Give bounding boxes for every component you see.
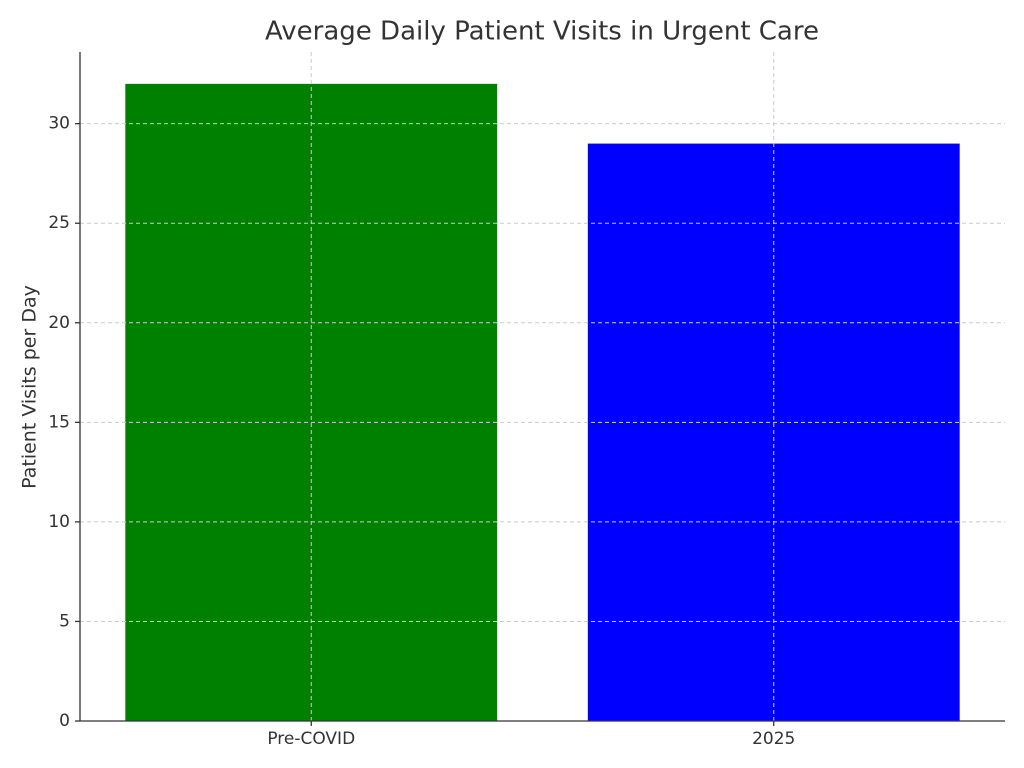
y-tick-label: 0 [59,711,70,731]
x-tick-label: Pre-COVID [267,729,355,749]
y-tick-label: 10 [48,512,70,532]
y-tick-label: 5 [59,611,70,631]
y-tick-label: 20 [48,313,70,333]
x-tick-label: 2025 [752,729,795,749]
y-tick-label: 25 [48,213,70,233]
y-tick-label: 15 [48,412,70,432]
y-tick-label: 30 [48,114,70,134]
chart-title: Average Daily Patient Visits in Urgent C… [265,17,819,47]
y-axis-label: Patient Visits per Day [19,285,41,489]
